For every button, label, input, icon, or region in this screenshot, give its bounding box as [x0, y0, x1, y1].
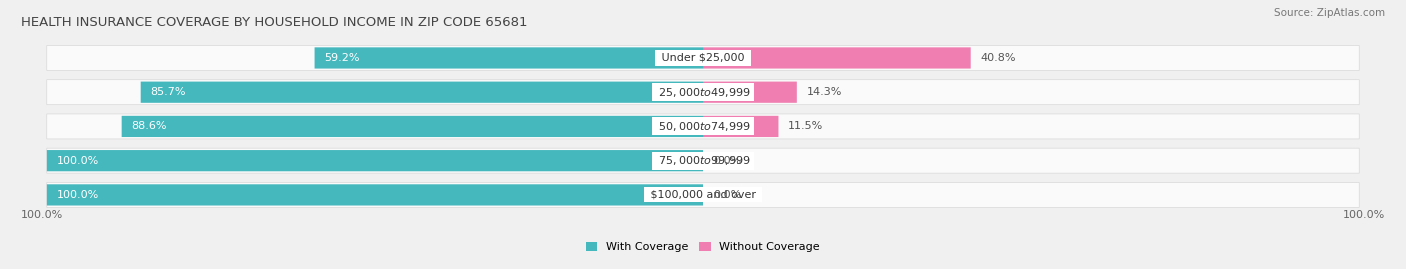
- Text: 100.0%: 100.0%: [1343, 210, 1385, 220]
- Text: $50,000 to $74,999: $50,000 to $74,999: [655, 120, 751, 133]
- Text: $100,000 and over: $100,000 and over: [647, 190, 759, 200]
- FancyBboxPatch shape: [46, 150, 703, 171]
- FancyBboxPatch shape: [703, 47, 970, 69]
- FancyBboxPatch shape: [46, 114, 1360, 139]
- Text: 40.8%: 40.8%: [980, 53, 1017, 63]
- Text: HEALTH INSURANCE COVERAGE BY HOUSEHOLD INCOME IN ZIP CODE 65681: HEALTH INSURANCE COVERAGE BY HOUSEHOLD I…: [21, 16, 527, 29]
- Text: $25,000 to $49,999: $25,000 to $49,999: [655, 86, 751, 99]
- Text: 11.5%: 11.5%: [789, 121, 824, 132]
- FancyBboxPatch shape: [46, 45, 1360, 70]
- FancyBboxPatch shape: [46, 182, 1360, 207]
- Text: 59.2%: 59.2%: [325, 53, 360, 63]
- Text: 0.0%: 0.0%: [713, 190, 741, 200]
- Text: 100.0%: 100.0%: [56, 190, 98, 200]
- Text: $75,000 to $99,999: $75,000 to $99,999: [655, 154, 751, 167]
- FancyBboxPatch shape: [141, 82, 703, 103]
- Text: 14.3%: 14.3%: [807, 87, 842, 97]
- FancyBboxPatch shape: [703, 82, 797, 103]
- FancyBboxPatch shape: [46, 80, 1360, 105]
- FancyBboxPatch shape: [703, 116, 779, 137]
- Legend: With Coverage, Without Coverage: With Coverage, Without Coverage: [582, 237, 824, 256]
- FancyBboxPatch shape: [46, 148, 1360, 173]
- Text: 100.0%: 100.0%: [21, 210, 63, 220]
- Text: 85.7%: 85.7%: [150, 87, 186, 97]
- Text: 100.0%: 100.0%: [56, 156, 98, 166]
- Text: 0.0%: 0.0%: [713, 156, 741, 166]
- FancyBboxPatch shape: [46, 184, 703, 206]
- FancyBboxPatch shape: [122, 116, 703, 137]
- Text: 88.6%: 88.6%: [132, 121, 167, 132]
- FancyBboxPatch shape: [315, 47, 703, 69]
- Text: Under $25,000: Under $25,000: [658, 53, 748, 63]
- Text: Source: ZipAtlas.com: Source: ZipAtlas.com: [1274, 8, 1385, 18]
